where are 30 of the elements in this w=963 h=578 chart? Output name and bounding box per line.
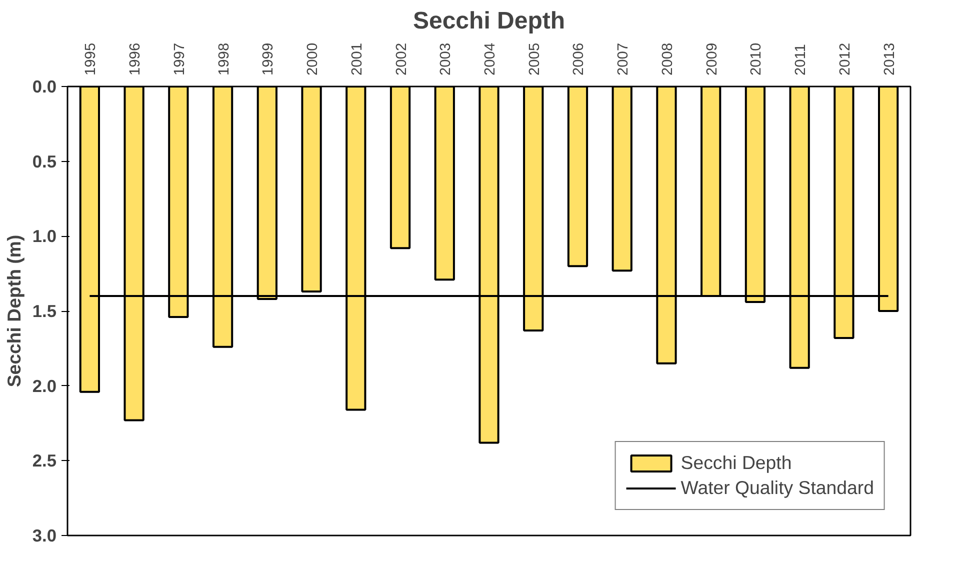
y-axis-title: Secchi Depth (m) bbox=[3, 234, 24, 388]
y-tick-label: 0.0 bbox=[32, 76, 57, 96]
x-tick-label: 2011 bbox=[793, 44, 810, 76]
y-tick-label: 1.5 bbox=[32, 301, 57, 321]
x-tick-label: 1995 bbox=[83, 42, 100, 76]
x-tick-label: 2000 bbox=[305, 42, 322, 76]
x-tick-label: 2009 bbox=[704, 42, 720, 76]
x-tick-label: 1999 bbox=[260, 42, 277, 76]
x-tick-label: 2007 bbox=[616, 42, 632, 76]
y-tick-label: 1.0 bbox=[32, 226, 57, 246]
y-tick-label: 3.0 bbox=[32, 526, 57, 546]
x-tick-label: 1998 bbox=[216, 42, 232, 76]
x-tick-label: 2002 bbox=[394, 42, 410, 76]
x-tick-label: 2013 bbox=[882, 42, 898, 76]
x-tick-label: 1997 bbox=[172, 42, 188, 76]
y-tick-label: 2.5 bbox=[32, 450, 57, 471]
x-tick-label: 2001 bbox=[349, 42, 366, 76]
chart-title: Secchi Depth bbox=[412, 8, 566, 34]
legend-label: Secchi Depth bbox=[680, 452, 792, 474]
x-tick-label: 2005 bbox=[526, 42, 543, 76]
x-tick-label: 2004 bbox=[482, 42, 498, 76]
x-tick-label: 2006 bbox=[571, 42, 588, 76]
y-tick-label: 2.0 bbox=[32, 376, 57, 396]
x-tick-label: 2008 bbox=[660, 42, 676, 76]
x-tick-label: 2010 bbox=[748, 42, 765, 76]
y-tick-label: 0.5 bbox=[32, 151, 57, 172]
x-tick-label: 2003 bbox=[438, 42, 454, 76]
legend-label: Water Quality Standard bbox=[680, 477, 874, 499]
x-tick-label: 1996 bbox=[128, 42, 144, 76]
x-tick-label: 2012 bbox=[837, 42, 854, 76]
